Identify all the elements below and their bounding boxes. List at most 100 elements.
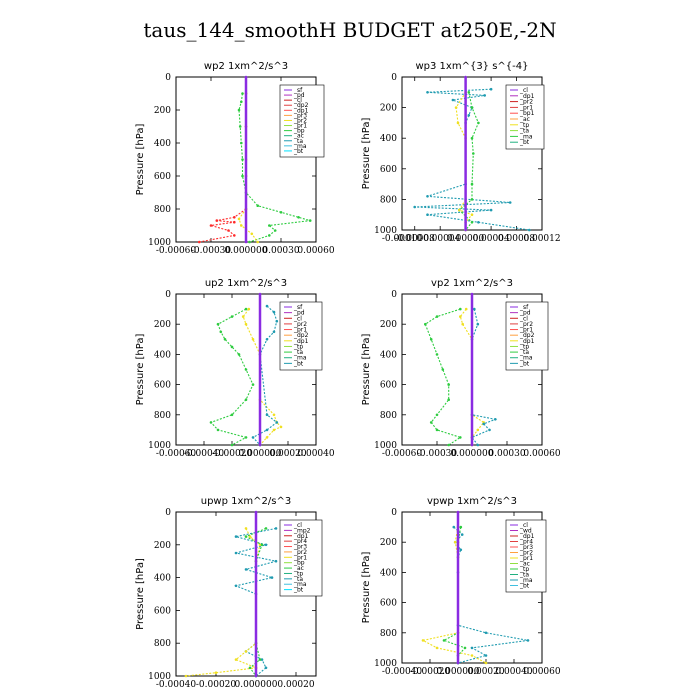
legend-label: _pr4 [519, 539, 533, 546]
data-point [470, 136, 474, 140]
legend-label: _bt [293, 587, 304, 594]
legend-label: _bt [519, 583, 530, 590]
y-tick-label: 400 [154, 574, 171, 584]
data-point [424, 322, 427, 326]
legend-label: _cl [293, 522, 302, 529]
data-point [426, 91, 429, 94]
data-point [227, 229, 230, 232]
legend-label: _ma [293, 581, 307, 588]
x-tick-label: -0.00060 [156, 449, 197, 459]
y-tick-label: 600 [380, 599, 397, 609]
data-point [470, 646, 474, 650]
legend-label: _pd [519, 310, 531, 317]
data-point [456, 121, 460, 125]
legend-label: _bp1 [519, 110, 535, 117]
y-tick-label: 200 [380, 538, 397, 548]
data-point [241, 158, 244, 161]
legend-label: _dp1 [519, 338, 535, 345]
data-point [470, 443, 474, 447]
y-axis-label: Pressure [hPa] [135, 334, 146, 406]
legend-label: _dp2 [293, 102, 309, 109]
legend-label: _pr2 [293, 117, 307, 124]
y-tick-label: 400 [380, 350, 397, 360]
legend-label: _pr2 [519, 321, 533, 328]
legend-label: _ac [293, 565, 304, 572]
data-point [237, 108, 241, 112]
data-point [460, 533, 464, 536]
data-point [244, 527, 248, 530]
data-point [429, 338, 433, 341]
y-tick-label: 800 [380, 629, 397, 639]
data-point [488, 428, 491, 432]
x-tick-label: 0.00012 [523, 234, 560, 244]
data-point [456, 510, 460, 514]
data-point [463, 646, 467, 650]
legend-label: _pr2 [293, 321, 307, 328]
data-point [272, 330, 276, 334]
series-line [421, 526, 487, 664]
data-point [254, 510, 258, 514]
legend-label: _pr4 [293, 538, 307, 545]
y-tick-label: 800 [154, 411, 171, 421]
data-point [219, 330, 223, 334]
data-point [461, 322, 465, 326]
data-point [459, 307, 462, 311]
data-point [264, 543, 268, 547]
legend-label: _tp [293, 570, 303, 577]
data-point [473, 307, 476, 311]
y-tick-label: 200 [380, 104, 397, 114]
data-point [489, 87, 493, 91]
y-axis-label: Pressure [hPa] [135, 558, 146, 630]
x-tick-label: 0.00060 [523, 449, 560, 459]
data-point [275, 421, 279, 424]
data-point [272, 428, 276, 432]
data-point [258, 443, 262, 447]
data-point [233, 234, 236, 237]
chart-panel-5: upwp 1xm^2/s^3 Pressure [hPa] 0 200 400 600 80… [135, 496, 323, 690]
panel-title: vpwp 1xm^2/s^3 [427, 496, 517, 507]
y-axis-label: Pressure [hPa] [135, 124, 146, 196]
data-point [413, 205, 417, 209]
data-point [275, 319, 279, 323]
data-point [237, 217, 241, 221]
data-point [248, 535, 252, 538]
legend-label: _pr3 [293, 544, 307, 551]
data-point [447, 398, 451, 402]
data-point [477, 121, 480, 125]
data-point [447, 383, 451, 386]
data-point [470, 213, 474, 216]
legend-label: _wd [519, 528, 532, 535]
data-point [464, 307, 468, 311]
data-point [264, 527, 268, 530]
data-point [234, 658, 238, 661]
y-axis-label: Pressure [hPa] [361, 118, 372, 190]
data-point [264, 666, 268, 670]
legend-label: _cl [519, 87, 528, 94]
legend-label: _pd [293, 310, 305, 317]
legend-label: _ta [519, 128, 529, 135]
data-point [250, 232, 254, 236]
data-point [209, 421, 213, 424]
legend-label: _ma [519, 355, 533, 362]
data-point [241, 315, 245, 318]
legend-label: _dp2 [519, 332, 535, 339]
data-point [260, 658, 264, 661]
data-point [240, 100, 243, 104]
legend-label: _tp [519, 122, 529, 129]
legend-label: _pr1 [293, 123, 307, 130]
y-tick-label: 800 [154, 205, 171, 215]
x-tick-label: 0.000000 [451, 449, 494, 459]
data-point [435, 315, 439, 318]
legend-label: _ma [519, 133, 533, 140]
legend-label: _dp2 [293, 332, 309, 339]
data-point [240, 141, 243, 145]
data-point [476, 443, 480, 447]
y-tick-label: 600 [154, 381, 171, 391]
y-tick-label: 400 [154, 350, 171, 360]
data-point [308, 219, 312, 222]
figure-title: taus_144_smoothH BUDGET at250E,-2N [143, 18, 557, 42]
data-point [234, 551, 238, 555]
legend-label: _pr2 [293, 549, 307, 556]
x-tick-label: 0.00060 [297, 246, 334, 256]
legend-label: _cl [293, 97, 302, 104]
